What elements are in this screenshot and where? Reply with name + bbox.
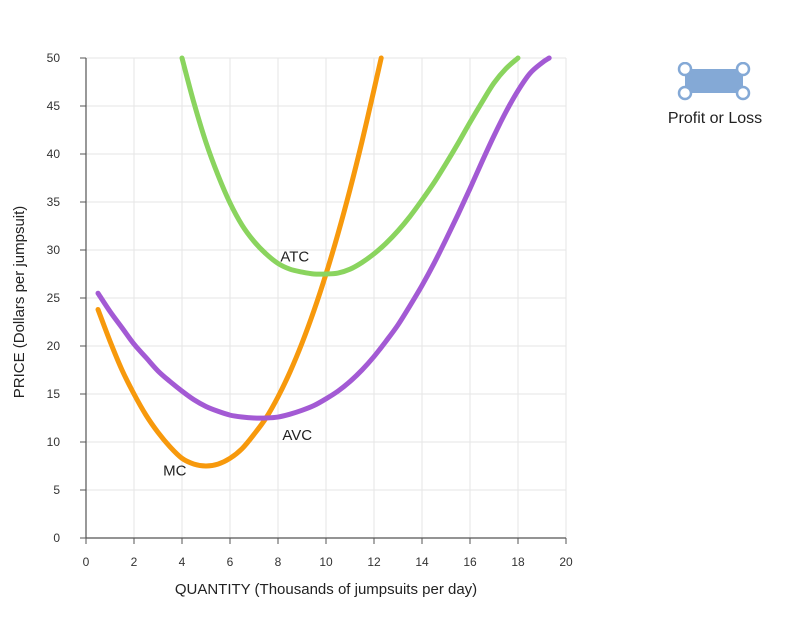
x-tick-label: 4 (179, 555, 186, 569)
curve-labels: MC ATC AVC (163, 249, 312, 480)
y-tick-label: 25 (47, 291, 61, 305)
y-tick-label: 50 (47, 51, 61, 65)
x-tick-label: 10 (319, 555, 333, 569)
x-tick-label: 16 (463, 555, 477, 569)
y-axis-title: PRICE (Dollars per jumpsuit) (11, 206, 28, 399)
series-avc-label: AVC (282, 427, 312, 444)
x-axis-title: QUANTITY (Thousands of jumpsuits per day… (175, 581, 477, 598)
grid (86, 57, 567, 538)
y-tick-label: 35 (47, 195, 61, 209)
tool-palette: Profit or Loss (640, 62, 790, 128)
x-tick-label: 8 (275, 555, 282, 569)
x-tick-label: 18 (511, 555, 525, 569)
y-tick-label: 40 (47, 147, 61, 161)
x-tick-label: 2 (131, 555, 138, 569)
profit-or-loss-label: Profit or Loss (667, 110, 763, 127)
y-tick-label: 45 (47, 99, 61, 113)
x-tick-label: 14 (415, 555, 429, 569)
x-tick-label: 12 (367, 555, 381, 569)
x-tick-label: 20 (559, 555, 573, 569)
x-tick-label: 0 (83, 555, 90, 569)
cost-curves-chart: 0 2 4 6 8 10 12 14 16 18 20 0 5 10 15 20 25 30 35 40 45 50 MC… (11, 51, 573, 598)
y-tick-label: 0 (53, 531, 60, 545)
x-tick-label: 6 (227, 555, 234, 569)
profit-or-loss-rectangle-icon[interactable] (677, 62, 753, 106)
y-tick-label: 10 (47, 435, 61, 449)
series-atc-label: ATC (280, 249, 309, 266)
series-mc-curve (95, 55, 384, 469)
y-tick-label: 30 (47, 243, 61, 257)
y-tick-label: 20 (47, 339, 61, 353)
series-atc-curve (179, 55, 521, 277)
y-tick-label: 15 (47, 387, 61, 401)
series-mc-label: MC (163, 463, 186, 480)
y-tick-label: 5 (53, 483, 60, 497)
series-layer (95, 55, 552, 469)
axes: 0 2 4 6 8 10 12 14 16 18 20 0 5 10 15 20 25 30 35 40 45 50 (47, 51, 573, 569)
series-avc-curve (95, 55, 552, 421)
